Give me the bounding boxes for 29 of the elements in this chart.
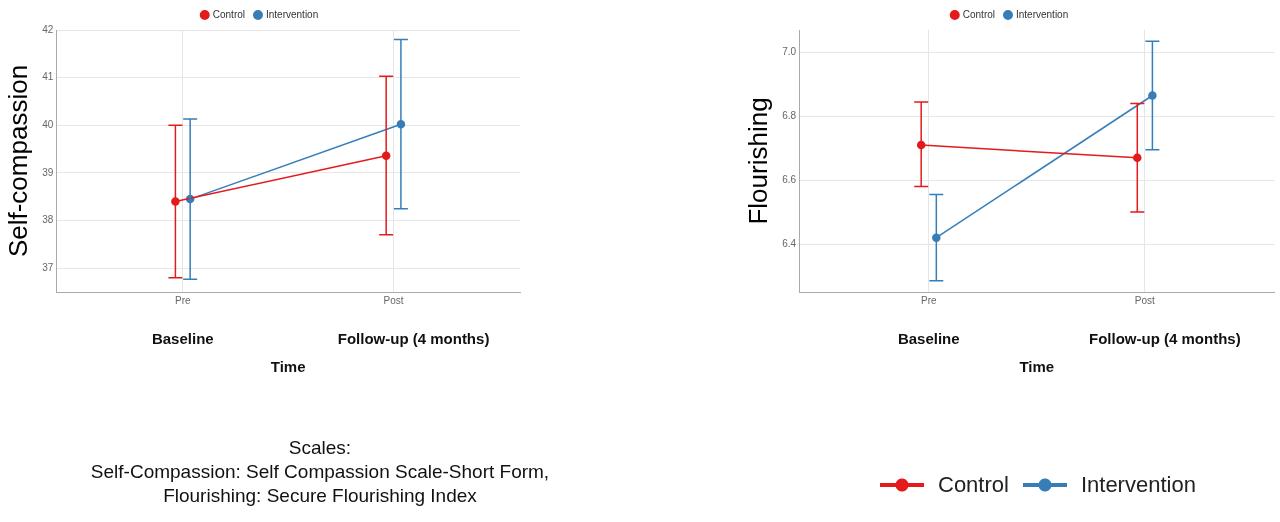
y-tick-label: 40 xyxy=(42,119,54,131)
y-tick-label: 39 xyxy=(42,166,54,178)
x-tick-label: Pre xyxy=(920,294,937,306)
y-tick-label: 42 xyxy=(42,23,54,35)
text: Control xyxy=(938,472,1009,497)
x-axis-title: Time xyxy=(1019,357,1055,375)
legend-label: Control xyxy=(962,8,995,20)
x-tick-label: Pre xyxy=(175,294,191,306)
x-axis-title: Time xyxy=(270,357,306,375)
text: Follow-up (4 months) xyxy=(1089,329,1241,347)
legend-label: Control xyxy=(212,8,245,20)
legend-label: Intervention xyxy=(265,8,319,20)
y-tick-label: 7.0 xyxy=(782,46,797,58)
y-tick-label: 38 xyxy=(42,214,54,226)
y-tick-label: 6.8 xyxy=(782,110,797,122)
x-tick-label: Post xyxy=(1134,294,1156,306)
text: Intervention xyxy=(1080,472,1196,497)
y-axis-title: Flourishing xyxy=(742,97,773,225)
text: Follow-up (4 months) xyxy=(337,329,490,347)
y-tick-label: 41 xyxy=(42,71,54,83)
y-tick-label: 6.4 xyxy=(782,237,797,249)
y-axis-title: Self-compassion xyxy=(2,64,33,258)
text: Baseline xyxy=(897,329,960,347)
text: Scales: Self-Compassion: Self Compassion Scale-Short Form, Flourishing: Secure Flourishing Index xyxy=(89,436,551,508)
y-tick-label: 37 xyxy=(42,261,54,273)
x-tick-label: Post xyxy=(383,294,404,306)
y-tick-label: 6.6 xyxy=(782,173,797,185)
legend-label: Intervention xyxy=(1015,8,1069,20)
text: Baseline xyxy=(151,329,214,347)
